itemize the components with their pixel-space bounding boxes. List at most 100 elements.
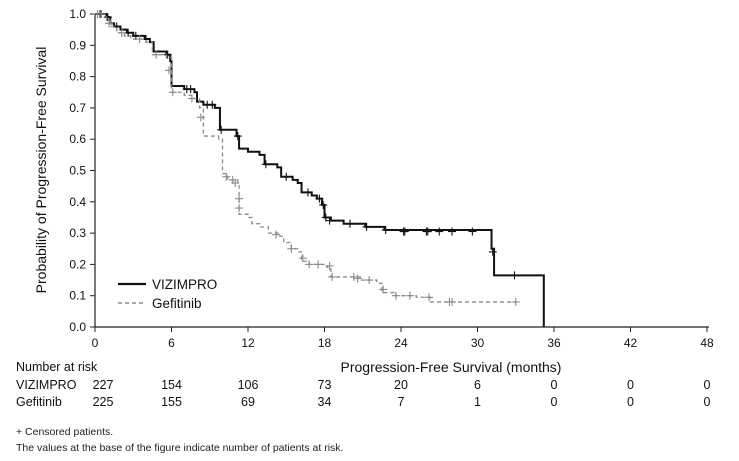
censor-mark — [152, 50, 161, 59]
censor-mark — [164, 66, 173, 75]
censor-mark — [379, 285, 388, 294]
censor-mark — [488, 247, 497, 256]
risk-table: Number at risk VIZIMPRO Gefitinib 227 154… — [16, 360, 711, 409]
at-risk-value: 0 — [551, 378, 558, 392]
censor-mark — [298, 254, 307, 263]
curves — [93, 10, 545, 327]
censor-mark — [272, 230, 281, 239]
censor-mark — [448, 227, 456, 236]
censor-mark — [187, 94, 196, 103]
censor-mark — [423, 227, 432, 236]
legend-label-gefitinib: Gefitinib — [152, 296, 202, 311]
at-risk-value: 0 — [704, 395, 711, 409]
at-risk-value: 0 — [627, 395, 634, 409]
censor-mark — [448, 297, 456, 306]
legend: VIZIMPRO Gefitinib — [118, 277, 217, 311]
censor-mark — [346, 219, 354, 228]
censor-mark — [261, 160, 270, 169]
censor-mark — [163, 50, 172, 59]
y-tick-label: 0.1 — [69, 289, 86, 303]
y-tick-label: 0.3 — [69, 226, 86, 240]
x-tick-label: 42 — [624, 336, 638, 350]
x-tick-label: 18 — [318, 336, 332, 350]
at-risk-value: 155 — [161, 395, 182, 409]
at-risk-value: 34 — [318, 395, 332, 409]
censor-mark — [468, 227, 477, 236]
censor-mark — [405, 291, 414, 300]
censor-mark — [303, 188, 312, 197]
censor-mark — [222, 172, 231, 181]
at-risk-value: 69 — [241, 395, 255, 409]
censor-mark — [235, 204, 244, 213]
at-risk-value: 106 — [238, 378, 259, 392]
y-tick-label: 0.6 — [69, 132, 86, 146]
censor-mark — [325, 261, 334, 270]
censor-mark — [168, 88, 177, 97]
y-tick-label: 0.4 — [69, 195, 86, 209]
censor-mark — [362, 222, 371, 231]
censor-mark — [328, 272, 337, 281]
x-tick-label: 36 — [547, 336, 561, 350]
censor-mark — [97, 10, 106, 18]
x-tick-label: 30 — [471, 336, 485, 350]
at-risk-value: 7 — [398, 395, 405, 409]
censor-mark — [135, 35, 144, 44]
risk-row-label-gefitinib: Gefitinib — [16, 395, 62, 409]
y-tick-label: 0.8 — [69, 70, 86, 84]
censor-mark — [287, 244, 296, 253]
censor-mark — [231, 179, 240, 188]
x-ticks: 0 6 12 18 24 30 36 42 48 — [92, 327, 714, 350]
risk-values: 227 154 106 73 20 6 0 0 0 225 155 69 34 7 1 0 0 0 — [93, 378, 711, 409]
censor-mark — [103, 13, 112, 22]
x-tick-label: 6 — [168, 336, 175, 350]
y-tick-label: 0.0 — [69, 320, 86, 334]
at-risk-value: 0 — [704, 378, 711, 392]
risk-table-title: Number at risk — [16, 360, 98, 374]
censor-mark — [208, 100, 217, 109]
censor-mark — [282, 172, 291, 181]
legend-label-vizimpro: VIZIMPRO — [152, 277, 217, 292]
at-risk-value: 6 — [474, 378, 481, 392]
censor-mark — [349, 272, 358, 281]
censor-mark — [235, 194, 244, 203]
at-risk-value: 0 — [627, 378, 634, 392]
y-tick-label: 1.0 — [69, 7, 86, 21]
footnote-censored: + Censored patients. — [16, 426, 114, 438]
censor-mark — [217, 125, 226, 134]
censor-mark — [117, 28, 126, 37]
x-tick-label: 12 — [241, 336, 255, 350]
censor-mark — [186, 85, 195, 94]
y-ticks: 0.0 0.1 0.2 0.3 0.4 0.5 0.6 0.7 0.8 0.9 1.0 — [69, 7, 95, 334]
at-risk-value: 73 — [318, 378, 332, 392]
censor-mark — [435, 227, 444, 236]
censor-mark — [325, 216, 334, 225]
y-tick-label: 0.7 — [69, 101, 86, 115]
censor-mark — [365, 276, 374, 285]
at-risk-value: 154 — [161, 378, 182, 392]
censor-mark — [319, 200, 328, 209]
at-risk-value: 20 — [394, 378, 408, 392]
risk-row-label-vizimpro: VIZIMPRO — [16, 378, 77, 392]
censor-mark — [400, 227, 409, 236]
censor-mark — [353, 274, 362, 283]
censor-mark — [305, 260, 314, 269]
km-curve-gefitinib — [95, 13, 516, 303]
y-tick-label: 0.9 — [69, 38, 86, 52]
censor-mark — [196, 113, 205, 122]
censor-mark — [381, 225, 390, 234]
footnote-at-risk: The values at the base of the figure ind… — [16, 442, 344, 454]
y-axis-label: Probability of Progression-Free Survival — [33, 47, 49, 294]
x-axis-label: Progression-Free Survival (months) — [341, 359, 562, 375]
censor-mark — [511, 297, 520, 306]
at-risk-value: 1 — [474, 395, 481, 409]
censor-mark — [315, 194, 324, 203]
censor-mark — [233, 132, 242, 141]
at-risk-value: 0 — [551, 395, 558, 409]
at-risk-value: 225 — [93, 395, 114, 409]
censor-mark — [425, 293, 434, 302]
censor-mark — [391, 291, 400, 300]
x-tick-label: 48 — [700, 336, 714, 350]
x-tick-label: 0 — [92, 336, 99, 350]
y-tick-label: 0.5 — [69, 164, 86, 178]
